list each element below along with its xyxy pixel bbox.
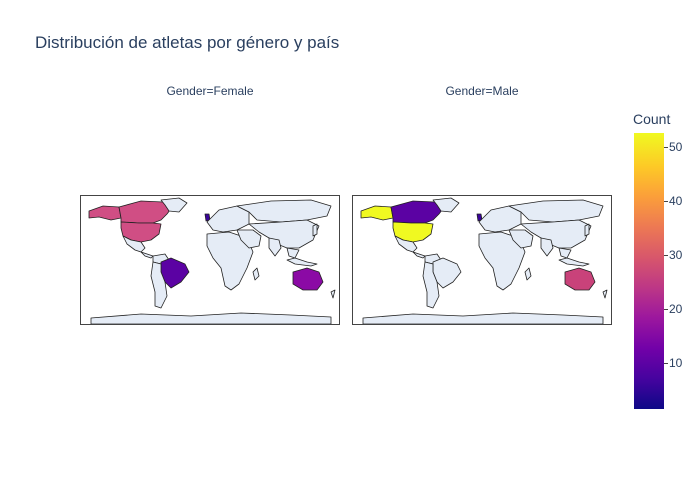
colorbar-tick-30: 30 — [669, 248, 683, 262]
map-female-svg — [88, 197, 336, 324]
colorbar-tick-10: 10 — [669, 356, 683, 370]
female-region-canada[interactable] — [118, 200, 174, 224]
colorbar-tick-50: 50 — [669, 140, 683, 154]
chart-title: Distribución de atletas por género y paí… — [35, 33, 340, 52]
female-region-india — [268, 237, 282, 257]
male-region-russia — [508, 199, 604, 223]
female-region-usa[interactable] — [120, 221, 162, 243]
male-region-middleeast — [508, 229, 534, 249]
female-region-centralam — [140, 251, 154, 259]
male-region-australia[interactable] — [564, 267, 596, 291]
colorbar-tickmark — [664, 147, 668, 148]
colorbar-tick-20: 20 — [669, 302, 683, 316]
facet-label-male: Gender=Male — [445, 84, 519, 98]
female-region-seasia — [286, 247, 300, 259]
male-region-newzealand — [602, 289, 608, 299]
male-region-usa[interactable] — [392, 221, 434, 243]
female-region-russia — [236, 199, 332, 223]
female-region-mexico — [122, 235, 146, 253]
female-region-asia — [248, 219, 320, 249]
male-region-ssoutham — [422, 261, 440, 309]
male-region-greenland — [432, 197, 460, 213]
colorbar-tickmark — [664, 363, 668, 364]
female-region-japan — [312, 223, 318, 237]
female-region-newzealand — [330, 289, 336, 299]
colorbar-tickmark — [664, 255, 668, 256]
colorbar-tickmark — [664, 309, 668, 310]
male-region-alaska[interactable] — [360, 205, 394, 221]
female-region-middleeast — [236, 229, 262, 249]
colorbar-title: Count — [633, 111, 671, 127]
colorbar-tickmark — [664, 201, 668, 202]
male-region-indonesia — [558, 257, 590, 267]
female-region-antarctica — [90, 312, 332, 324]
female-region-alaska[interactable] — [88, 205, 122, 221]
map-female[interactable] — [80, 195, 340, 325]
male-region-centralam — [412, 251, 426, 259]
female-region-greenland — [160, 197, 188, 213]
female-region-ssoutham — [150, 261, 168, 309]
female-region-europe — [206, 205, 250, 233]
map-male[interactable] — [352, 195, 612, 325]
male-region-seasia — [558, 247, 572, 259]
male-region-antarctica — [362, 312, 604, 324]
facet-label-female: Gender=Female — [166, 84, 254, 98]
colorbar — [634, 133, 664, 409]
male-region-india — [540, 237, 554, 257]
male-region-mexico — [394, 235, 418, 253]
male-region-canada[interactable] — [390, 200, 446, 224]
male-region-madagascar — [524, 267, 532, 281]
female-region-australia[interactable] — [292, 267, 324, 291]
male-region-asia — [520, 219, 592, 249]
colorbar-tick-40: 40 — [669, 194, 683, 208]
female-region-indonesia — [286, 257, 318, 267]
male-region-europe — [478, 205, 522, 233]
map-male-svg — [360, 197, 608, 324]
male-region-japan — [584, 223, 590, 237]
female-region-madagascar — [252, 267, 260, 281]
